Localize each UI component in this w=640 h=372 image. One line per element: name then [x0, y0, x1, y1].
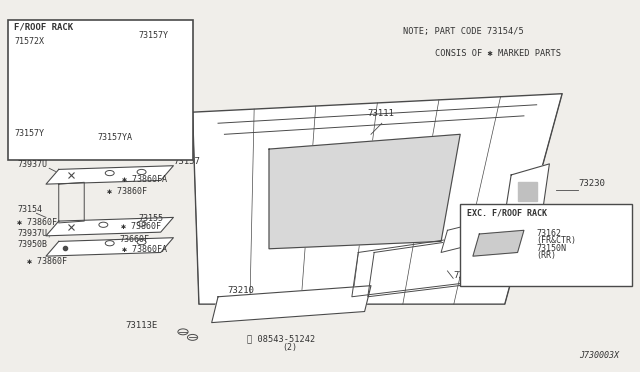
Text: 73155: 73155	[138, 214, 163, 223]
Polygon shape	[269, 134, 460, 249]
Polygon shape	[441, 219, 492, 253]
Text: 73150N: 73150N	[537, 244, 566, 253]
Text: 73154: 73154	[17, 205, 42, 214]
Text: NOTE; PART CODE 73154/5: NOTE; PART CODE 73154/5	[403, 27, 524, 36]
Text: (2): (2)	[282, 343, 297, 352]
Text: 73222: 73222	[454, 271, 481, 280]
Text: ✱ 73860F: ✱ 73860F	[121, 222, 161, 231]
Text: 73210: 73210	[228, 286, 255, 295]
Text: J730003X: J730003X	[579, 350, 620, 359]
Polygon shape	[193, 94, 562, 304]
Text: 71572X: 71572X	[14, 37, 44, 46]
Text: 73222: 73222	[476, 227, 503, 236]
Text: 73162: 73162	[537, 229, 562, 238]
Polygon shape	[212, 286, 371, 323]
Text: 73937U: 73937U	[17, 160, 47, 169]
Polygon shape	[46, 217, 173, 236]
Polygon shape	[46, 166, 173, 184]
Text: F/ROOF RACK: F/ROOF RACK	[14, 22, 73, 31]
Text: Ⓢ 08543-51242: Ⓢ 08543-51242	[246, 334, 315, 343]
Text: CONSIS OF ✱ MARKED PARTS: CONSIS OF ✱ MARKED PARTS	[435, 49, 561, 58]
Text: EXC. F/ROOF RACK: EXC. F/ROOF RACK	[467, 209, 547, 218]
Text: ✱ 73860FA: ✱ 73860FA	[122, 246, 168, 254]
Text: 96992X: 96992X	[215, 307, 247, 315]
Text: (FR&CTR): (FR&CTR)	[537, 236, 577, 245]
Text: 73230: 73230	[578, 179, 605, 188]
Bar	[8, 20, 193, 160]
Text: (RR): (RR)	[537, 251, 557, 260]
Text: ✱ 73860F: ✱ 73860F	[106, 187, 147, 196]
Polygon shape	[46, 238, 173, 256]
Bar	[518, 182, 537, 201]
Text: 73157Y: 73157Y	[138, 31, 168, 40]
Text: 73157: 73157	[173, 157, 200, 166]
Text: 73111: 73111	[368, 109, 395, 118]
Text: 73157YA: 73157YA	[97, 133, 132, 142]
Polygon shape	[473, 230, 524, 256]
Bar	[460, 205, 632, 286]
Text: 73113E: 73113E	[125, 321, 158, 330]
Polygon shape	[505, 164, 549, 215]
Text: 73660F: 73660F	[119, 235, 149, 244]
Text: ✱ 73860F: ✱ 73860F	[17, 218, 58, 227]
Text: 73157Y: 73157Y	[14, 129, 44, 138]
Text: ✱ 73860F: ✱ 73860F	[27, 257, 67, 266]
Text: 73937U: 73937U	[17, 229, 47, 238]
Text: 73950B: 73950B	[17, 240, 47, 249]
Text: ✱ 73860FA: ✱ 73860FA	[122, 175, 168, 184]
